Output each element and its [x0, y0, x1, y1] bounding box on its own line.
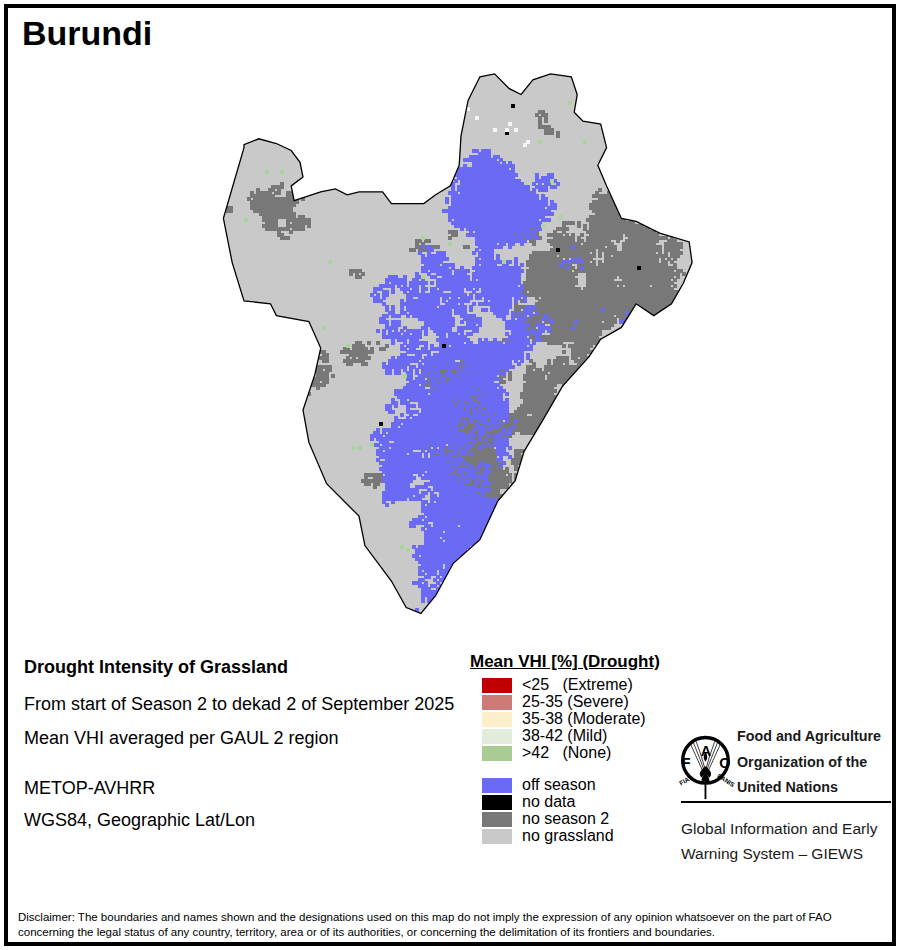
svg-text:FIAT: FIAT	[678, 774, 693, 787]
svg-text:O: O	[719, 755, 730, 771]
svg-text:F: F	[682, 755, 691, 771]
